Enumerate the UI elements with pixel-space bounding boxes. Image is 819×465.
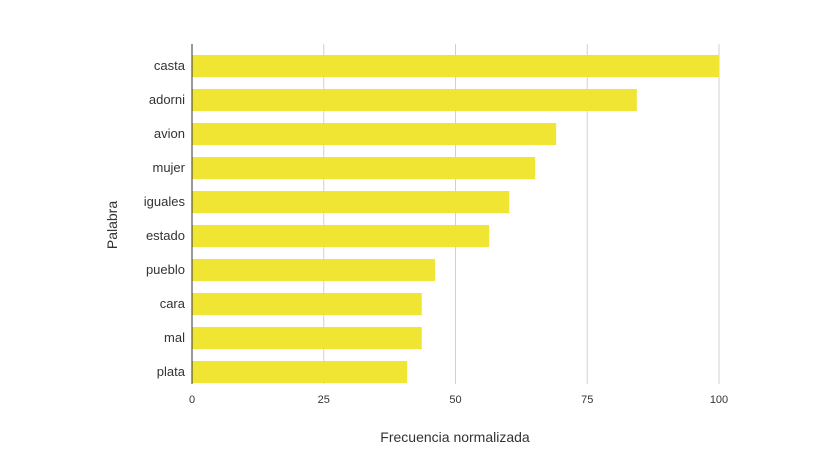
bar-mal xyxy=(192,327,422,349)
bar-avion xyxy=(192,123,557,145)
bars xyxy=(192,55,719,383)
bar-casta xyxy=(192,55,719,77)
bar-cara xyxy=(192,293,422,315)
bar-plata xyxy=(192,361,408,383)
bar-iguales xyxy=(192,191,510,213)
category-label: cara xyxy=(160,296,186,311)
bar-adorni xyxy=(192,89,637,111)
category-label: adorni xyxy=(149,92,185,107)
x-tick-label: 100 xyxy=(710,394,728,406)
x-tick-label: 0 xyxy=(189,394,195,406)
x-tick-labels: 0 25 50 75 100 xyxy=(189,394,728,406)
category-label: avion xyxy=(154,126,185,141)
category-label: plata xyxy=(157,364,186,379)
category-label: mujer xyxy=(152,160,185,175)
category-label: estado xyxy=(146,228,185,243)
x-tick-label: 75 xyxy=(581,394,593,406)
x-tick-label: 50 xyxy=(449,394,461,406)
category-label: mal xyxy=(164,330,185,345)
bar-estado xyxy=(192,225,490,247)
x-axis-title: Frecuencia normalizada xyxy=(380,429,530,445)
category-labels: casta adorni avion mujer iguales estado pueblo… xyxy=(144,58,186,379)
bar-pueblo xyxy=(192,259,435,281)
category-label: iguales xyxy=(144,194,186,209)
bar-mujer xyxy=(192,157,536,179)
x-tick-label: 25 xyxy=(318,394,330,406)
y-axis-title: Palabra xyxy=(104,201,120,249)
category-label: pueblo xyxy=(146,262,185,277)
category-label: casta xyxy=(154,58,186,73)
